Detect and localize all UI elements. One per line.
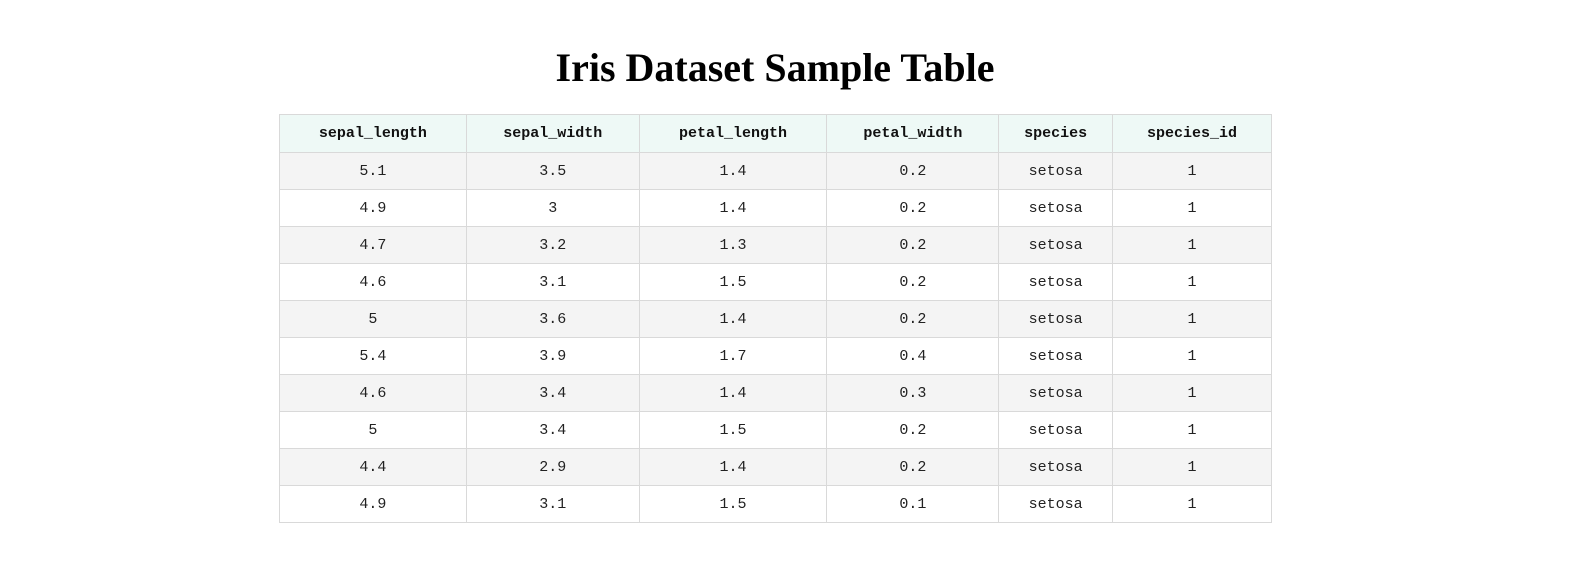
cell-petal-width: 0.2 <box>826 152 1000 190</box>
cell-sepal-width: 3.4 <box>465 411 640 449</box>
cell-species-id: 1 <box>1112 485 1272 523</box>
table-row: 4.7 3.2 1.3 0.2 setosa 1 <box>279 226 1272 264</box>
cell-sepal-width: 2.9 <box>465 448 640 486</box>
cell-petal-length: 1.7 <box>638 337 828 375</box>
cell-sepal-width: 3.5 <box>465 152 640 190</box>
cell-sepal-length: 5.1 <box>279 152 467 190</box>
table-row: 5 3.4 1.5 0.2 setosa 1 <box>279 411 1272 449</box>
cell-species: setosa <box>998 374 1114 412</box>
cell-species-id: 1 <box>1112 337 1272 375</box>
cell-sepal-length: 4.7 <box>279 226 467 264</box>
cell-species: setosa <box>998 300 1114 338</box>
table-row: 4.9 3.1 1.5 0.1 setosa 1 <box>279 485 1272 523</box>
cell-sepal-length: 5 <box>279 300 467 338</box>
cell-sepal-width: 3.1 <box>465 485 640 523</box>
table-header: sepal_length sepal_width petal_length pe… <box>279 114 1272 153</box>
cell-petal-width: 0.2 <box>826 226 1000 264</box>
table-row: 5.4 3.9 1.7 0.4 setosa 1 <box>279 337 1272 375</box>
cell-sepal-length: 4.9 <box>279 189 467 227</box>
column-header-species: species <box>998 114 1114 153</box>
cell-petal-width: 0.3 <box>826 374 1000 412</box>
table-row: 5 3.6 1.4 0.2 setosa 1 <box>279 300 1272 338</box>
cell-petal-length: 1.3 <box>638 226 828 264</box>
data-table: sepal_length sepal_width petal_length pe… <box>279 114 1272 523</box>
cell-sepal-width: 3.2 <box>465 226 640 264</box>
cell-species-id: 1 <box>1112 411 1272 449</box>
cell-species: setosa <box>998 485 1114 523</box>
cell-sepal-length: 4.9 <box>279 485 467 523</box>
table-row: 4.9 3 1.4 0.2 setosa 1 <box>279 189 1272 227</box>
cell-sepal-width: 3 <box>465 189 640 227</box>
cell-species: setosa <box>998 189 1114 227</box>
column-header-petal-length: petal_length <box>638 114 828 153</box>
cell-petal-length: 1.5 <box>638 485 828 523</box>
table-row: 4.6 3.1 1.5 0.2 setosa 1 <box>279 263 1272 301</box>
cell-sepal-length: 4.6 <box>279 263 467 301</box>
cell-petal-length: 1.4 <box>638 189 828 227</box>
cell-petal-length: 1.4 <box>638 448 828 486</box>
table-body: 5.1 3.5 1.4 0.2 setosa 1 4.9 3 1.4 0.2 setosa 1 4.7 3… <box>279 152 1272 523</box>
cell-sepal-length: 4.6 <box>279 374 467 412</box>
cell-sepal-length: 5.4 <box>279 337 467 375</box>
column-header-species-id: species_id <box>1112 114 1272 153</box>
cell-species-id: 1 <box>1112 189 1272 227</box>
cell-petal-width: 0.2 <box>826 189 1000 227</box>
table-row: 5.1 3.5 1.4 0.2 setosa 1 <box>279 152 1272 190</box>
cell-petal-width: 0.4 <box>826 337 1000 375</box>
header-row: sepal_length sepal_width petal_length pe… <box>279 114 1272 153</box>
cell-petal-width: 0.1 <box>826 485 1000 523</box>
cell-species-id: 1 <box>1112 226 1272 264</box>
cell-species-id: 1 <box>1112 374 1272 412</box>
cell-petal-width: 0.2 <box>826 411 1000 449</box>
column-header-sepal-width: sepal_width <box>465 114 640 153</box>
cell-petal-length: 1.4 <box>638 152 828 190</box>
cell-species-id: 1 <box>1112 448 1272 486</box>
cell-species-id: 1 <box>1112 263 1272 301</box>
cell-sepal-width: 3.4 <box>465 374 640 412</box>
cell-species: setosa <box>998 226 1114 264</box>
cell-petal-length: 1.4 <box>638 300 828 338</box>
cell-species: setosa <box>998 152 1114 190</box>
cell-sepal-width: 3.9 <box>465 337 640 375</box>
cell-sepal-width: 3.1 <box>465 263 640 301</box>
cell-species-id: 1 <box>1112 152 1272 190</box>
cell-petal-length: 1.4 <box>638 374 828 412</box>
cell-species: setosa <box>998 337 1114 375</box>
cell-sepal-width: 3.6 <box>465 300 640 338</box>
cell-petal-width: 0.2 <box>826 448 1000 486</box>
cell-petal-width: 0.2 <box>826 263 1000 301</box>
column-header-petal-width: petal_width <box>826 114 1000 153</box>
cell-petal-length: 1.5 <box>638 411 828 449</box>
cell-sepal-length: 5 <box>279 411 467 449</box>
cell-species: setosa <box>998 411 1114 449</box>
cell-species-id: 1 <box>1112 300 1272 338</box>
cell-petal-length: 1.5 <box>638 263 828 301</box>
cell-species: setosa <box>998 448 1114 486</box>
cell-petal-width: 0.2 <box>826 300 1000 338</box>
cell-sepal-length: 4.4 <box>279 448 467 486</box>
page-title: Iris Dataset Sample Table <box>555 45 995 90</box>
column-header-sepal-length: sepal_length <box>279 114 467 153</box>
table-row: 4.6 3.4 1.4 0.3 setosa 1 <box>279 374 1272 412</box>
cell-species: setosa <box>998 263 1114 301</box>
table-row: 4.4 2.9 1.4 0.2 setosa 1 <box>279 448 1272 486</box>
